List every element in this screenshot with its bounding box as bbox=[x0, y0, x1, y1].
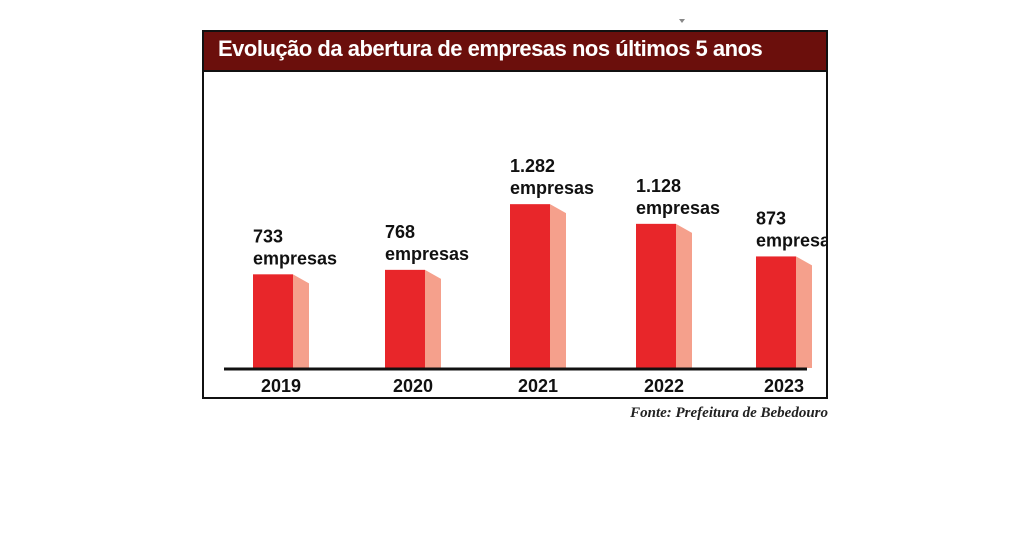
bar bbox=[510, 204, 550, 368]
data-label: 1.282 bbox=[510, 156, 555, 176]
x-tick-label: 2019 bbox=[261, 376, 301, 396]
bar-side bbox=[796, 256, 812, 368]
data-label: empresas bbox=[636, 198, 720, 218]
data-label: empresas bbox=[756, 230, 826, 250]
source-note: Fonte: Prefeitura de Bebedouro bbox=[630, 405, 828, 421]
bar-side bbox=[550, 204, 566, 368]
bar bbox=[636, 223, 676, 368]
dropdown-marker-icon bbox=[679, 19, 685, 23]
bar bbox=[253, 274, 293, 368]
x-tick-label: 2022 bbox=[644, 376, 684, 396]
chart-header: Evolução da abertura de empresas nos últ… bbox=[204, 32, 826, 72]
data-label: 873 bbox=[756, 208, 786, 228]
x-tick-label: 2023 bbox=[764, 376, 804, 396]
data-label: empresas bbox=[510, 178, 594, 198]
data-label: empresas bbox=[253, 248, 337, 268]
chart-frame: Evolução da abertura de empresas nos últ… bbox=[202, 30, 828, 399]
data-label: 1.128 bbox=[636, 176, 681, 196]
data-label: 733 bbox=[253, 226, 283, 246]
bar-side bbox=[676, 223, 692, 368]
bar bbox=[756, 256, 796, 368]
chart-title: Evolução da abertura de empresas nos últ… bbox=[218, 36, 763, 61]
bar-side bbox=[293, 274, 309, 368]
x-tick-label: 2021 bbox=[518, 376, 558, 396]
data-label: 768 bbox=[385, 222, 415, 242]
bar-side bbox=[425, 269, 441, 368]
bar bbox=[385, 269, 425, 368]
chart-plot: 733empresas2019768empresas20201.282empre… bbox=[224, 156, 826, 396]
x-tick-label: 2020 bbox=[393, 376, 433, 396]
data-label: empresas bbox=[385, 244, 469, 264]
